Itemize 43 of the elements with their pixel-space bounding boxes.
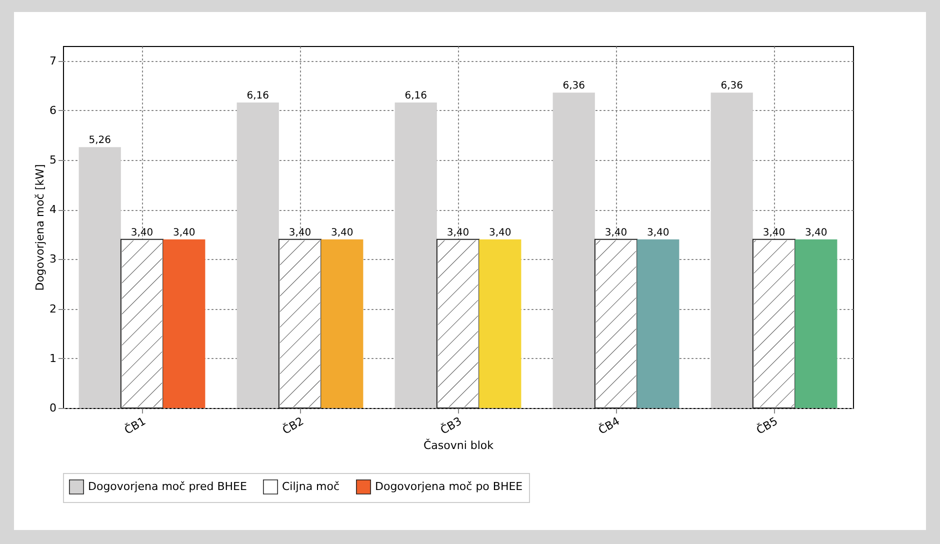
- x-tick-label: ČB2: [280, 414, 306, 438]
- data-label: 3,40: [647, 227, 670, 238]
- bar: [710, 92, 753, 408]
- bar: [479, 239, 522, 408]
- y-tick-label: 7: [50, 54, 56, 68]
- data-label: 3,40: [762, 227, 786, 238]
- y-tick-label: 3: [50, 252, 56, 266]
- x-tick-label: ČB4: [596, 414, 622, 438]
- bar: [321, 239, 364, 408]
- data-label: 3,40: [489, 227, 512, 238]
- bar: [163, 239, 206, 408]
- data-label: 5,26: [88, 135, 111, 146]
- legend-label: Dogovorjena moč po BHEE: [375, 480, 523, 493]
- data-label: 6,36: [562, 80, 585, 92]
- legend-label: Ciljna moč: [282, 480, 340, 493]
- y-tick-label: 5: [50, 154, 56, 167]
- bar: [394, 102, 437, 408]
- x-axis-title: Časovni blok: [423, 438, 494, 452]
- legend-label: Dogovorjena moč pred BHEE: [88, 480, 247, 493]
- data-label: 6,36: [720, 80, 743, 92]
- y-tick-label: 0: [50, 402, 56, 414]
- y-tick-label: 2: [50, 302, 56, 316]
- y-tick-label: 1: [50, 352, 56, 365]
- bar: [637, 239, 680, 408]
- y-axis-title: Dogovorjena moč [kW]: [34, 164, 46, 291]
- data-label: 3,40: [446, 227, 470, 238]
- x-tick-label: ČB5: [754, 414, 780, 438]
- y-tick-label: 4: [50, 203, 56, 216]
- data-label: 6,16: [404, 90, 427, 102]
- data-label: 3,40: [805, 227, 828, 238]
- data-label: 3,40: [331, 227, 354, 238]
- data-label: 3,40: [288, 227, 312, 238]
- y-tick-label: 6: [50, 104, 56, 117]
- bar: [78, 147, 121, 408]
- bar: [795, 239, 838, 408]
- data-label: 6,16: [246, 90, 269, 102]
- data-label: 3,40: [130, 227, 154, 238]
- data-label: 3,40: [173, 227, 196, 238]
- x-tick-label: ČB1: [122, 414, 148, 438]
- data-label: 3,40: [604, 227, 628, 238]
- bar: [236, 102, 279, 408]
- bar: [552, 92, 595, 408]
- x-tick-label: ČB3: [438, 414, 464, 438]
